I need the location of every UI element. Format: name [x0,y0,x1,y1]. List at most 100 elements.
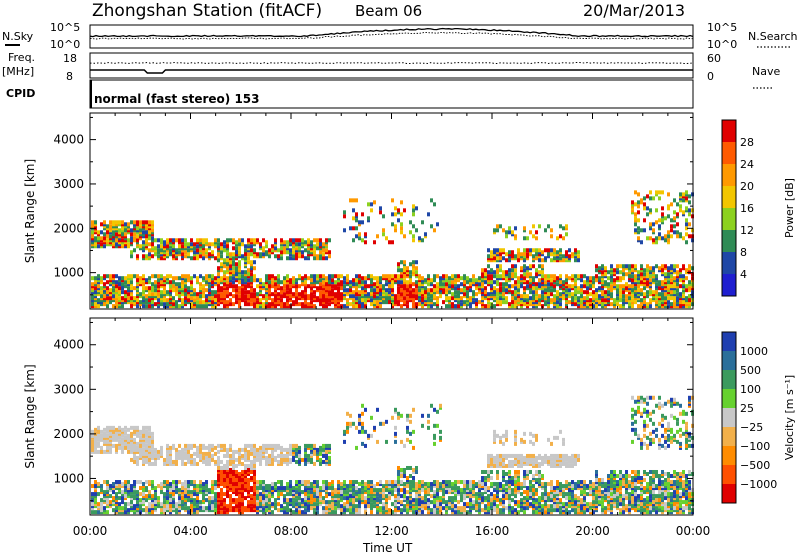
power-cell [343,284,346,289]
velocity-cell [133,494,136,499]
velocity-cell [361,490,364,495]
velocity-cell [229,498,232,503]
power-cell [685,268,688,273]
velocity-cell [124,431,127,436]
power-cell [652,238,655,243]
power-cell [637,284,640,289]
power-cell [196,296,199,301]
power-cell [463,292,466,297]
power-cell [637,192,640,197]
velocity-cell [256,451,259,456]
power-cell [100,286,103,291]
velocity-cell [226,510,229,515]
velocity-cell [217,484,220,489]
power-cell [256,300,259,305]
power-cell [673,296,676,301]
power-cell [688,234,691,239]
power-cell [109,300,112,305]
velocity-cell [346,484,349,489]
velocity-cell [97,492,100,497]
power-cell [685,218,688,223]
power-cell [160,274,163,279]
velocity-cell [115,480,118,485]
power-cell [232,302,235,307]
power-cell [673,230,676,235]
velocity-cell [301,457,304,462]
power-cell [433,274,436,279]
velocity-cell [325,506,328,511]
power-cell [685,196,688,201]
power-cell [247,278,250,283]
velocity-cell [136,427,139,432]
velocity-cell [196,506,199,511]
velocity-cell [349,492,352,497]
velocity-cell [355,486,358,491]
power-cell [217,278,220,283]
power-cell [262,302,265,307]
power-cell [289,278,292,283]
velocity-cell [190,490,193,495]
power-cell [247,290,250,295]
power-cell [184,238,187,243]
power-cell [181,274,184,279]
velocity-cell [259,480,262,485]
power-cell [316,274,319,279]
velocity-cell [157,449,160,454]
velocity-cell [343,508,346,513]
velocity-cell [181,490,184,495]
velocity-cell [208,506,211,511]
velocity-cell [295,492,298,497]
power-cell [265,250,268,255]
velocity-cell [241,488,244,493]
power-cell [196,276,199,281]
power-cell [532,234,535,239]
power-cell [394,274,397,279]
velocity-cell [250,463,253,468]
power-cell [391,282,394,287]
velocity-cell [115,427,118,432]
power-cell [679,284,682,289]
velocity-cell [142,494,145,499]
velocity-cell [232,476,235,481]
velocity-cell [133,445,136,450]
velocity-cell [100,508,103,513]
velocity-cell [322,496,325,501]
velocity-cell [163,457,166,462]
power-cell [289,238,292,243]
power-cell [568,248,571,253]
power-cell [679,268,682,273]
velocity-cell [361,494,364,499]
velocity-cell [304,480,307,485]
velocity-cell [196,461,199,466]
power-cell [652,290,655,295]
power-cell [412,288,415,293]
velocity-cell [247,500,250,505]
velocity-cell [121,445,124,450]
power-cell [499,282,502,287]
velocity-cell [163,506,166,511]
power-cell [667,204,670,209]
velocity-cell [247,504,250,509]
velocity-cell [232,459,235,464]
power-cell [127,238,130,243]
velocity-cell [193,451,196,456]
power-cell [622,264,625,269]
power-cell [619,276,622,281]
velocity-cell [286,461,289,466]
power-cell [130,236,133,241]
power-cell [172,302,175,307]
power-cell [541,258,544,263]
power-cell [496,296,499,301]
velocity-cell [172,494,175,499]
velocity-cell [208,447,211,452]
power-cell [253,248,256,253]
power-cell [325,276,328,281]
power-cell [523,248,526,253]
power-cell [520,252,523,257]
power-cells [91,190,694,309]
velocity-cell [139,500,142,505]
velocity-cell [349,421,352,426]
velocity-cell [220,474,223,479]
power-cell [148,298,151,303]
velocity-cell [211,447,214,452]
